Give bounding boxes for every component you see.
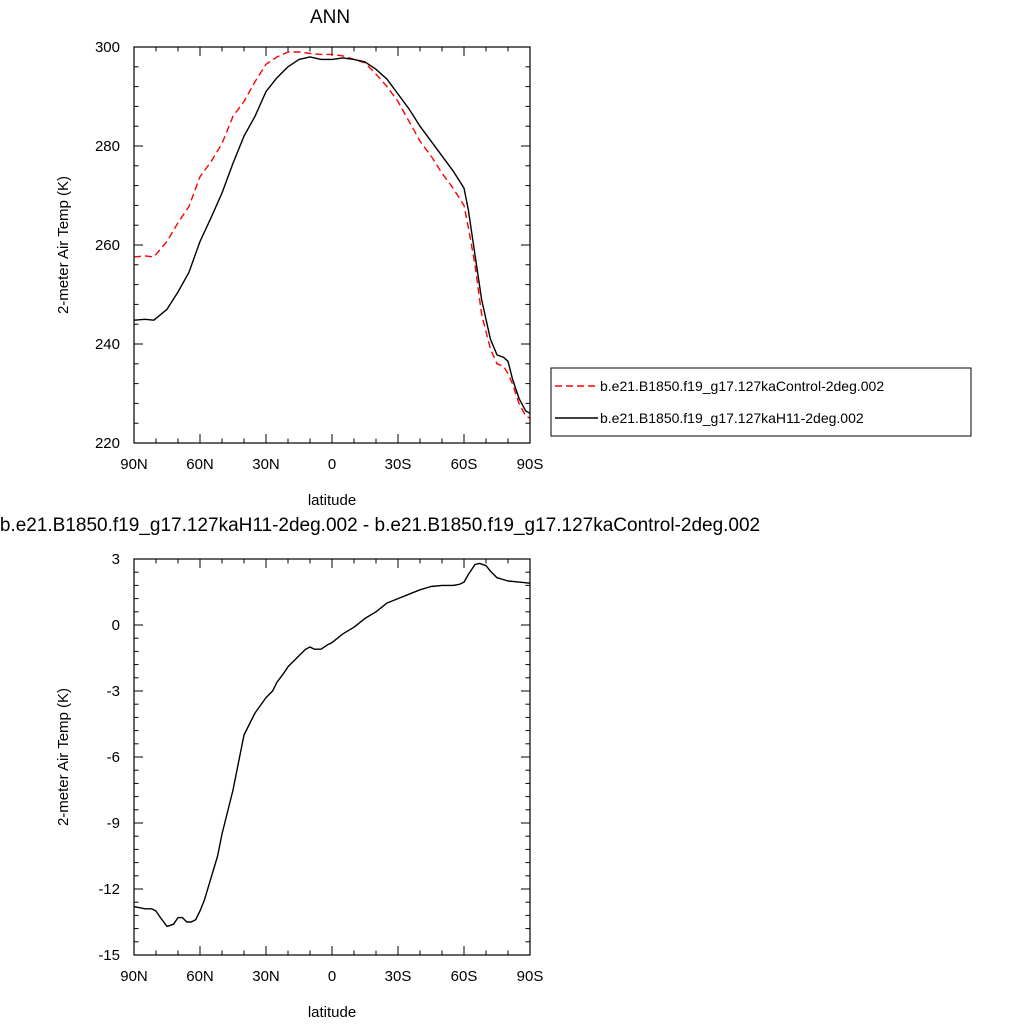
x-tick-label: 60N (186, 456, 214, 473)
legend-label-h11: b.e21.B1850.f19_g17.127kaH11-2deg.002 (600, 410, 864, 426)
x-tick-label: 60S (451, 456, 478, 473)
x-tick-label: 90N (120, 968, 148, 985)
y-axis-label: 2-meter Air Temp (K) (55, 688, 72, 826)
y-tick-label: 300 (95, 39, 120, 56)
series-lines (133, 562, 531, 928)
x-tick-label: 30N (252, 456, 280, 473)
plot-frame (133, 46, 531, 444)
x-tick-label: 90N (120, 456, 148, 473)
x-tick-label: 0 (328, 968, 336, 985)
axis-ticks: 90N 60N 30N 0 30S 60S 90S 220 240 260 280 300 (95, 39, 543, 473)
x-tick-label: 60N (186, 968, 214, 985)
difference-chart-title: b.e21.B1850.f19_g17.127kaH11-2deg.002 - … (0, 515, 760, 536)
axis-ticks: 90N 60N 30N 0 30S 60S 90S 3 0 -3 -6 -9 -12 -15 (98, 551, 543, 985)
plot-frame (133, 558, 531, 956)
y-tick-label: 280 (95, 138, 120, 155)
legend-frame (550, 367, 972, 437)
x-tick-label: 60S (451, 968, 478, 985)
y-tick-label: -12 (98, 881, 120, 898)
series-line-2 (133, 56, 531, 414)
series-line-1 (133, 562, 531, 928)
x-tick-label: 90S (517, 456, 544, 473)
y-tick-label: 220 (95, 435, 120, 452)
temperature-panel: ANN 90N 60N 30N 0 30S 60S 90S 220 240 260 280 300 l… (55, 7, 543, 509)
y-tick-label: -6 (107, 749, 120, 766)
y-tick-label: 0 (112, 617, 120, 634)
y-tick-label: -9 (107, 815, 120, 832)
y-tick-label: -3 (107, 683, 120, 700)
y-tick-label: 3 (112, 551, 120, 568)
series-line-1 (133, 51, 531, 419)
x-tick-label: 30S (385, 456, 412, 473)
legend: b.e21.B1850.f19_g17.127kaControl-2deg.00… (550, 367, 972, 437)
y-tick-label: 260 (95, 237, 120, 254)
y-tick-label: 240 (95, 336, 120, 353)
chart-title: ANN (310, 7, 350, 28)
x-axis-label: latitude (308, 1004, 356, 1021)
x-tick-label: 0 (328, 456, 336, 473)
y-tick-label: -15 (98, 947, 120, 964)
x-axis-label: latitude (308, 492, 356, 509)
x-tick-label: 30S (385, 968, 412, 985)
series-lines (133, 51, 531, 419)
difference-panel: b.e21.B1850.f19_g17.127kaH11-2deg.002 - … (0, 515, 760, 1021)
legend-label-control: b.e21.B1850.f19_g17.127kaControl-2deg.00… (600, 378, 884, 394)
y-axis-label: 2-meter Air Temp (K) (55, 176, 72, 314)
x-tick-label: 30N (252, 968, 280, 985)
x-tick-label: 90S (517, 968, 544, 985)
